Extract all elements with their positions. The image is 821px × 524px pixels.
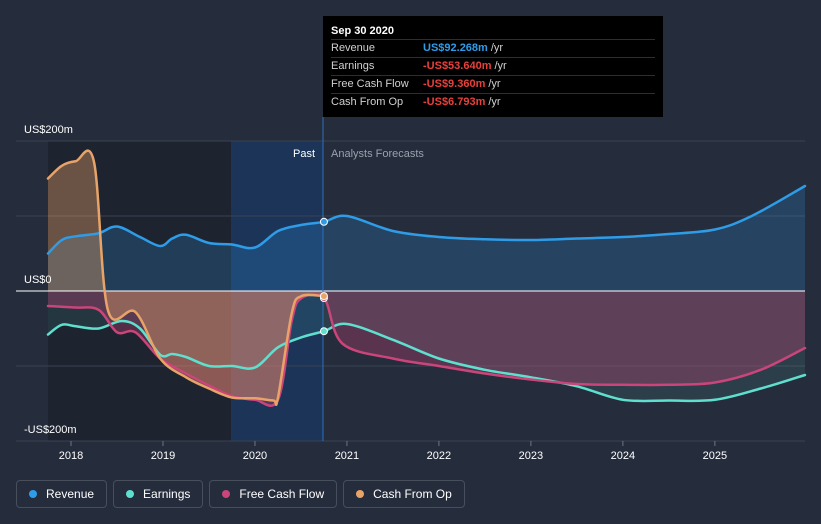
tooltip-row-earnings: Earnings -US$53.640m /yr [331, 57, 655, 75]
legend-label: Cash From Op [373, 487, 452, 501]
series-line-cash-from-op [46, 149, 326, 407]
tooltip-row-revenue: Revenue US$92.268m /yr [331, 39, 655, 57]
series-area-revenue [48, 186, 805, 291]
series-area-cash-from-op [48, 150, 324, 405]
past-label: Past [293, 148, 315, 160]
tooltip-value: US$92.268m [423, 42, 488, 54]
tooltip-unit: /yr [488, 96, 501, 108]
legend-dot-icon [29, 490, 37, 498]
legend-label: Free Cash Flow [239, 487, 325, 501]
legend-dot-icon [222, 490, 231, 498]
tooltip-value: -US$6.793m [423, 96, 486, 108]
series-area-earnings [48, 291, 805, 402]
tooltip-value: -US$9.360m [423, 78, 486, 90]
legend-dot-icon [126, 490, 135, 498]
tooltip-date: Sep 30 2020 [331, 25, 394, 37]
legend-dot-icon [356, 490, 365, 498]
tooltip-label: Cash From Op [331, 96, 404, 108]
tooltip: Sep 30 2020 Revenue US$92.268m /yr Earni… [323, 16, 663, 117]
legend: Revenue Earnings Free Cash Flow Cash Fro… [16, 480, 471, 508]
tooltip-label: Earnings [331, 60, 375, 72]
tooltip-unit: /yr [494, 60, 507, 72]
legend-item-free-cash-flow[interactable]: Free Cash Flow [209, 480, 338, 508]
x-tick-label-2025: 2025 [703, 450, 727, 462]
x-tick-label-2018: 2018 [59, 450, 83, 462]
tooltip-label: Free Cash Flow [331, 78, 409, 90]
series-line-revenue [46, 184, 807, 255]
tooltip-unit: /yr [488, 78, 501, 90]
legend-label: Revenue [46, 487, 95, 501]
y-label-zero: US$0 [24, 274, 52, 286]
x-tick-label-2020: 2020 [243, 450, 267, 462]
forecast-label: Analysts Forecasts [331, 148, 424, 160]
y-label-top: US$200m [24, 124, 73, 136]
legend-label: Earnings [143, 487, 191, 501]
y-label-bottom: -US$200m [24, 424, 77, 436]
marker-cash-from-op [319, 292, 328, 301]
legend-item-cash-from-op[interactable]: Cash From Op [343, 480, 465, 508]
series-area-free-cash-flow [48, 291, 805, 406]
marker-earnings [319, 327, 328, 336]
x-tick-label-2024: 2024 [611, 450, 635, 462]
marker-revenue [319, 217, 328, 226]
tooltip-value: -US$53.640m [423, 60, 492, 72]
x-tick-label-2023: 2023 [519, 450, 543, 462]
tooltip-row-free-cash-flow: Free Cash Flow -US$9.360m /yr [331, 75, 655, 93]
x-tick-label-2022: 2022 [427, 450, 451, 462]
tooltip-row-cash-from-op: Cash From Op -US$6.793m /yr [331, 93, 655, 111]
tooltip-label: Revenue [331, 42, 376, 54]
series-line-free-cash-flow [46, 292, 807, 407]
legend-item-revenue[interactable]: Revenue [16, 480, 108, 508]
x-tick-label-2021: 2021 [335, 450, 359, 462]
tooltip-unit: /yr [490, 42, 504, 54]
legend-item-earnings[interactable]: Earnings [113, 480, 204, 508]
x-tick-label-2019: 2019 [151, 450, 175, 462]
